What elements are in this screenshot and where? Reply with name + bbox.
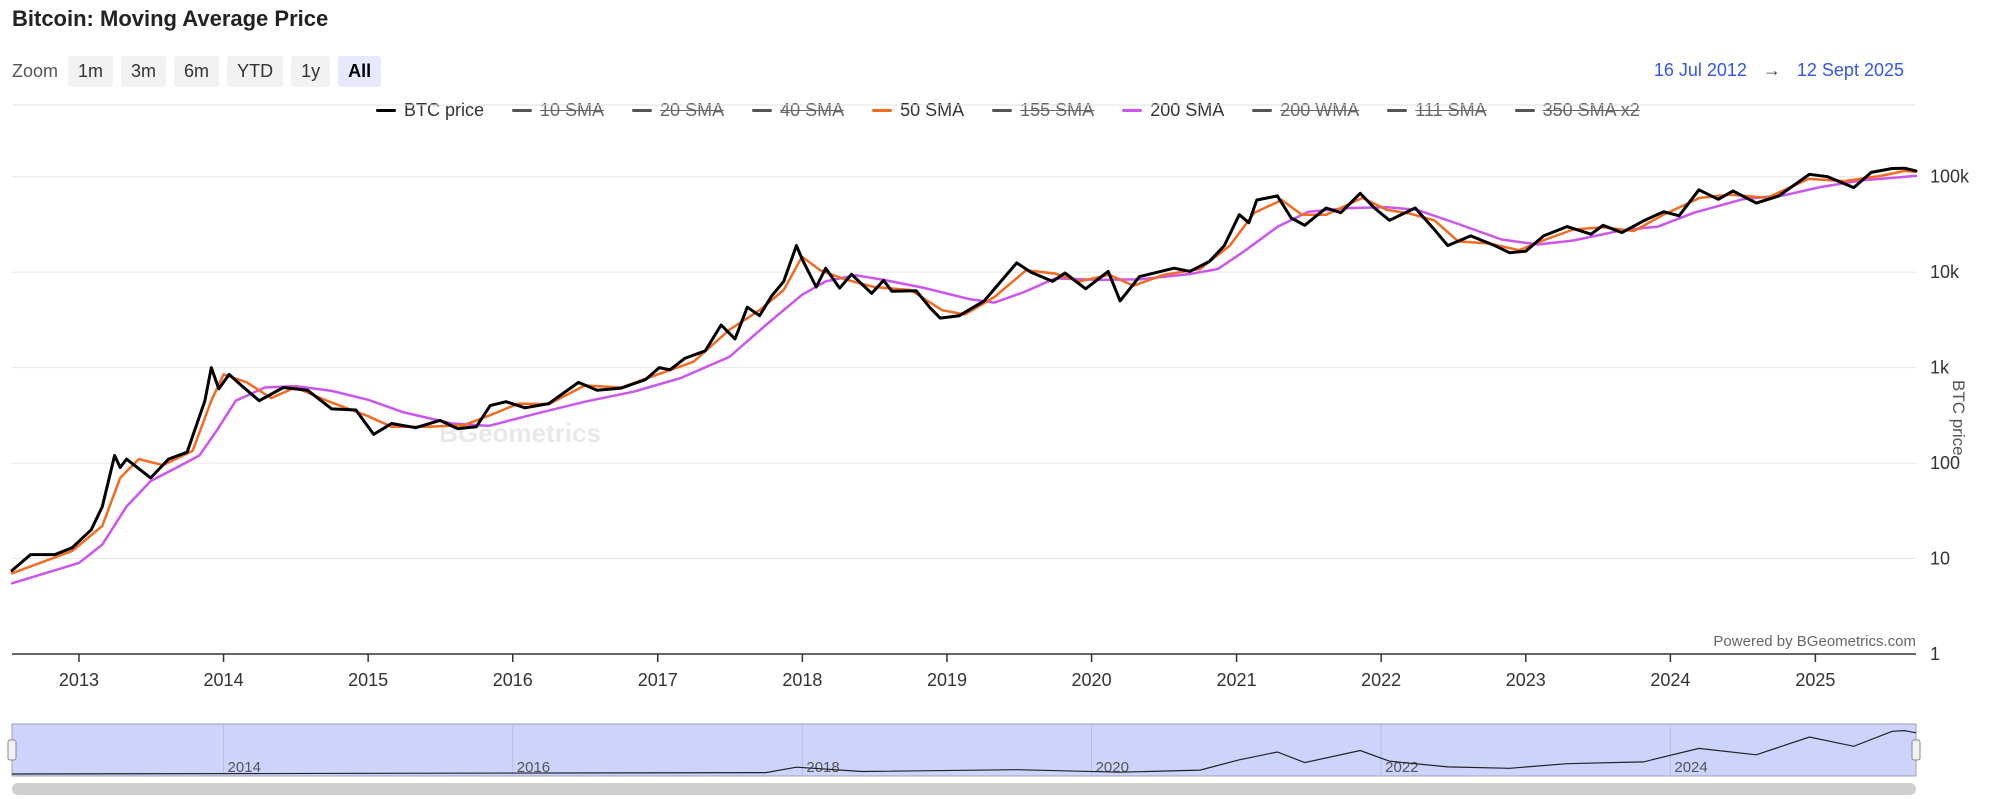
x-tick-label: 2025 — [1795, 670, 1835, 690]
series-line-50-sma — [10, 169, 1918, 575]
legend-swatch — [752, 109, 773, 112]
legend-label: 40 SMA — [780, 100, 845, 120]
chart-legend: BTC price 10 SMA 20 SMA 40 SMA 50 SMA 155 SMA… — [376, 100, 1640, 121]
zoom-1y-button[interactable]: 1y — [291, 56, 331, 87]
x-tick-label: 2023 — [1506, 670, 1546, 690]
navigator-label: 2024 — [1674, 759, 1707, 776]
zoom-3m-button[interactable]: 3m — [121, 56, 167, 87]
legend-item[interactable]: 155 SMA — [992, 100, 1094, 121]
legend-label: 20 SMA — [660, 100, 725, 120]
zoom-label: Zoom — [12, 61, 59, 81]
x-tick-label: 2024 — [1650, 670, 1690, 690]
y-tick-label: 1k — [1930, 358, 1950, 378]
navigator-window — [11, 723, 1917, 777]
x-tick-label: 2013 — [59, 670, 99, 690]
legend-label: 350 SMA x2 — [1542, 100, 1640, 120]
legend-label: 155 SMA — [1020, 100, 1095, 120]
y-tick-label: 1 — [1930, 644, 1940, 664]
watermark-text: BGeometrics — [439, 418, 601, 448]
legend-label: 200 WMA — [1280, 100, 1360, 120]
x-tick-label: 2022 — [1361, 670, 1401, 690]
zoom-6m-button[interactable]: 6m — [174, 56, 220, 87]
legend-swatch — [992, 109, 1013, 112]
series-layer — [10, 166, 1918, 585]
legend-item[interactable]: 20 SMA — [632, 100, 724, 121]
navigator: 2014 2016 2018 2020 2022 2024 — [7, 723, 1921, 795]
zoom-ytd-button[interactable]: YTD — [227, 56, 284, 87]
range-from[interactable]: 16 Jul 2012 — [1653, 60, 1747, 80]
series-line-btc-price — [10, 166, 1918, 572]
x-tick-label: 2021 — [1217, 670, 1257, 690]
legend-label: BTC price — [404, 100, 485, 120]
legend-label: 10 SMA — [540, 100, 605, 120]
x-tick-label: 2018 — [782, 670, 822, 690]
navigator-label: 2020 — [1096, 759, 1129, 776]
navigator-scrollbar — [12, 783, 1916, 795]
range-arrow: → — [1762, 60, 1781, 80]
x-tick-label: 2020 — [1072, 670, 1112, 690]
x-tick-label: 2019 — [927, 670, 967, 690]
x-tick-label: 2014 — [204, 670, 244, 690]
legend-swatch — [1252, 109, 1273, 112]
legend-swatch — [632, 109, 653, 112]
x-axis: 2013 2014 2015 2016 2017 2018 2019 2020 2021 2022… — [12, 653, 1916, 690]
series-line-200-sma — [10, 174, 1918, 585]
navigator-series-line — [11, 729, 1917, 775]
navigator-label: 2022 — [1385, 759, 1418, 776]
legend-swatch — [1514, 109, 1535, 112]
credits-text: Powered by BGeometrics.com — [1713, 633, 1916, 650]
zoom-1m-button[interactable]: 1m — [68, 56, 114, 87]
legend-item[interactable]: 111 SMA — [1387, 100, 1487, 121]
x-tick-label: 2017 — [638, 670, 678, 690]
range-to[interactable]: 12 Sept 2025 — [1796, 60, 1904, 80]
legend-swatch — [1122, 109, 1143, 112]
y-tick-label: 10 — [1930, 549, 1950, 569]
legend-label: 111 SMA — [1415, 100, 1487, 120]
legend-item[interactable]: 10 SMA — [512, 100, 604, 121]
navigator-label: 2016 — [517, 759, 550, 776]
x-tick-label: 2015 — [348, 670, 388, 690]
y-axis-title: BTC price — [1949, 380, 1968, 456]
legend-item[interactable]: 40 SMA — [752, 100, 844, 121]
zoom-all-button[interactable]: All — [338, 56, 382, 87]
chart-title: Bitcoin: Moving Average Price — [12, 6, 329, 31]
legend-item[interactable]: BTC price — [376, 100, 484, 121]
legend-item[interactable]: 200 SMA — [1122, 100, 1224, 121]
date-range: 16 Jul 2012 → 12 Sept 2025 — [1654, 60, 1904, 81]
navigator-label: 2018 — [806, 759, 839, 776]
zoom-controls: Zoom 1m 3m 6m YTD 1y All — [12, 56, 382, 87]
y-tick-label: 10k — [1930, 262, 1960, 282]
legend-swatch — [872, 109, 893, 112]
legend-swatch — [1387, 109, 1408, 112]
legend-label: 50 SMA — [900, 100, 965, 120]
navigator-left-handle — [7, 739, 17, 761]
y-tick-label: 100 — [1930, 453, 1960, 473]
x-tick-label: 2016 — [493, 670, 533, 690]
legend-swatch — [376, 109, 396, 112]
legend-item[interactable]: 200 WMA — [1252, 100, 1359, 121]
y-tick-label: 100k — [1930, 167, 1970, 187]
legend-label: 200 SMA — [1150, 100, 1225, 120]
grid-lines — [12, 104, 1916, 560]
legend-item[interactable]: 50 SMA — [872, 100, 964, 121]
legend-swatch — [512, 109, 533, 112]
navigator-label: 2014 — [228, 759, 261, 776]
navigator-right-handle — [1911, 739, 1921, 761]
legend-item[interactable]: 350 SMA x2 — [1514, 100, 1640, 121]
